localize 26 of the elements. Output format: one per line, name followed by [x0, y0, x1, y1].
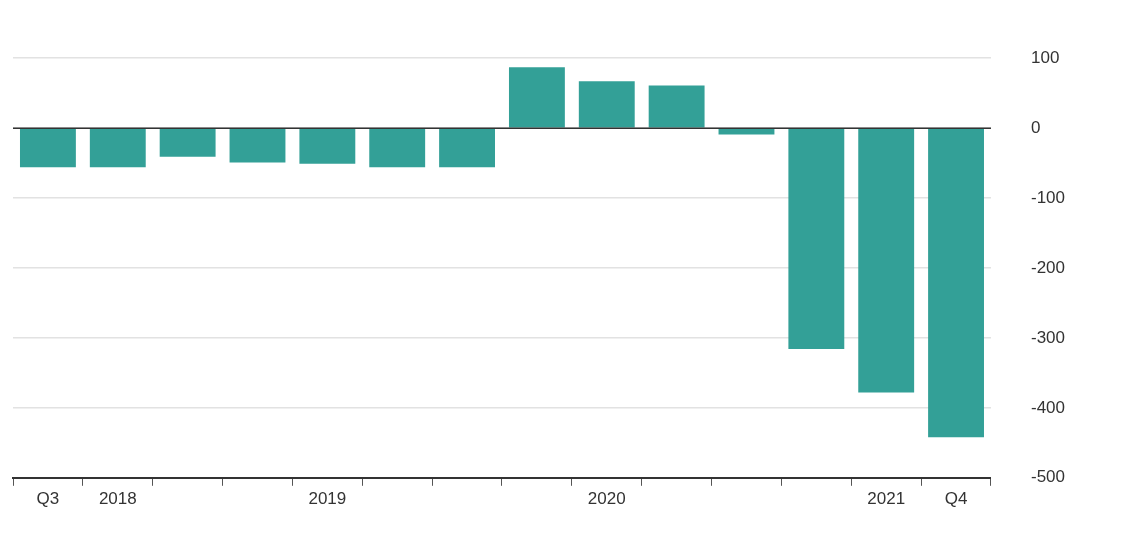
bar — [19, 128, 76, 168]
bar — [159, 128, 216, 157]
y-tick-label: -300 — [1030, 327, 1066, 347]
bar — [858, 128, 915, 393]
y-tick-label: -400 — [1030, 397, 1066, 417]
bar — [299, 128, 356, 164]
x-tick-label: 2021 — [867, 488, 906, 508]
bar — [89, 128, 146, 168]
y-tick-label: -100 — [1030, 187, 1066, 207]
bar — [229, 128, 286, 163]
x-tick-label: 2020 — [587, 488, 626, 508]
y-tick-label: 0 — [1030, 117, 1041, 137]
bar — [578, 81, 635, 128]
y-tick-label: -500 — [1030, 467, 1066, 487]
bar — [788, 128, 845, 350]
bar — [369, 128, 426, 168]
bar — [508, 67, 565, 128]
y-tick-label: -200 — [1030, 257, 1066, 277]
y-tick-label: 100 — [1030, 47, 1060, 67]
bar — [648, 85, 705, 128]
x-tick-label: 2019 — [308, 488, 347, 508]
x-tick-label: 2018 — [98, 488, 137, 508]
bar — [439, 128, 495, 168]
x-tick-label: Q4 — [944, 488, 968, 508]
x-tick-label: Q3 — [36, 488, 60, 508]
bar — [928, 128, 984, 438]
